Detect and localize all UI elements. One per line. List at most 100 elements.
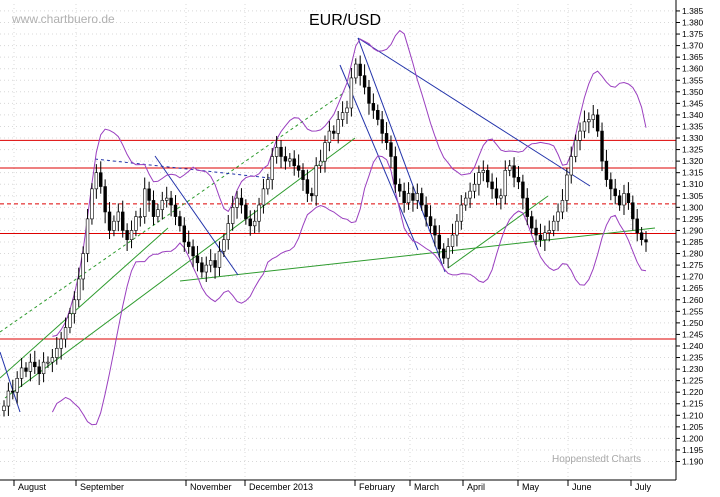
price-bar-body bbox=[217, 250, 222, 268]
price-bar-body bbox=[485, 170, 490, 183]
price-bar-body bbox=[160, 200, 165, 210]
y-tick-label: 1.195 bbox=[682, 445, 704, 455]
price-bar-body bbox=[420, 193, 424, 206]
price-bar-body bbox=[587, 119, 591, 123]
price-bar-body bbox=[164, 197, 169, 201]
price-bar-body bbox=[503, 170, 507, 197]
price-bar-body bbox=[507, 165, 512, 171]
price-bar-body bbox=[63, 327, 68, 340]
price-bar-body bbox=[578, 130, 582, 141]
price-bar-body bbox=[455, 220, 459, 236]
price-bar-body bbox=[28, 361, 33, 372]
price-bar-body bbox=[11, 390, 15, 393]
price-bar-body bbox=[525, 197, 529, 217]
y-tick-label: 1.345 bbox=[682, 98, 704, 108]
price-bar-body bbox=[428, 216, 433, 227]
price-bar-body bbox=[248, 218, 252, 227]
x-tick-label: July bbox=[635, 482, 652, 492]
price-bar-body bbox=[617, 195, 622, 206]
price-bar-body bbox=[609, 179, 613, 190]
price-bar-body bbox=[274, 146, 279, 157]
price-bar-body bbox=[68, 313, 72, 328]
price-bar-body bbox=[538, 234, 543, 240]
price-bar-body bbox=[173, 204, 178, 217]
price-bar-body bbox=[477, 172, 481, 185]
price-bar-body bbox=[266, 179, 270, 190]
price-bar-body bbox=[389, 142, 393, 157]
y-tick-label: 1.295 bbox=[682, 214, 704, 224]
price-bar-body bbox=[283, 156, 288, 162]
y-tick-label: 1.275 bbox=[682, 260, 704, 270]
price-bar-body bbox=[305, 179, 310, 194]
y-tick-label: 1.260 bbox=[682, 295, 704, 305]
y-tick-label: 1.305 bbox=[682, 191, 704, 201]
price-bar-body bbox=[380, 119, 384, 134]
price-bar-body bbox=[125, 230, 129, 240]
price-bar-body bbox=[591, 114, 595, 120]
y-tick-label: 1.320 bbox=[682, 156, 704, 166]
price-bar-body bbox=[310, 193, 314, 197]
price-bar-body bbox=[121, 211, 125, 231]
chart-title: EUR/USD bbox=[309, 12, 381, 29]
trendline-blue bbox=[357, 37, 591, 187]
price-bar-body bbox=[613, 188, 617, 197]
price-bar-body bbox=[376, 109, 380, 120]
price-bar-body bbox=[459, 204, 464, 222]
price-bar-body bbox=[415, 193, 420, 201]
bollinger-lower-band bbox=[51, 155, 647, 426]
y-tick-label: 1.215 bbox=[682, 399, 704, 409]
price-bar-body bbox=[24, 367, 28, 372]
price-bar-body bbox=[257, 204, 261, 222]
price-bar-body bbox=[318, 160, 323, 167]
y-tick-label: 1.290 bbox=[682, 225, 704, 235]
price-bar-body bbox=[402, 190, 406, 204]
x-tick-label: April bbox=[467, 482, 485, 492]
price-bar-body bbox=[327, 130, 332, 143]
bollinger-upper-band bbox=[52, 29, 647, 337]
x-tick-label: November bbox=[190, 482, 232, 492]
price-bar-body bbox=[296, 165, 301, 171]
y-tick-label: 1.355 bbox=[682, 75, 704, 85]
price-bars bbox=[2, 55, 648, 417]
price-bar-body bbox=[99, 172, 103, 187]
x-tick-labels: August September November December 2013 Febr… bbox=[18, 482, 652, 492]
y-tick-label: 1.300 bbox=[682, 202, 704, 212]
price-bar-body bbox=[186, 241, 191, 247]
price-bar-body bbox=[239, 197, 244, 206]
y-tick-label: 1.340 bbox=[682, 110, 704, 120]
axes bbox=[0, 0, 677, 481]
price-bar-body bbox=[244, 204, 248, 220]
price-bar-body bbox=[301, 170, 305, 180]
price-bar-body bbox=[19, 367, 24, 379]
price-bar-body bbox=[631, 202, 635, 220]
price-bar-body bbox=[191, 246, 195, 257]
price-bar-body bbox=[182, 225, 186, 243]
price-bar-body bbox=[529, 216, 534, 229]
price-bar-body bbox=[481, 170, 486, 173]
price-bar-body bbox=[551, 220, 556, 231]
price-bar-body bbox=[103, 186, 107, 213]
price-bar-body bbox=[2, 405, 6, 411]
price-bar-body bbox=[90, 188, 94, 220]
price-bar-body bbox=[521, 181, 525, 199]
x-tick-label: May bbox=[522, 482, 540, 492]
trendline-blue bbox=[0, 351, 21, 413]
price-bar-body bbox=[151, 200, 156, 217]
price-bar-body bbox=[349, 77, 354, 109]
price-bar-body bbox=[358, 63, 362, 76]
price-bar-body bbox=[472, 183, 477, 192]
price-bar-body bbox=[77, 278, 81, 301]
price-bar-body bbox=[112, 220, 116, 231]
price-bar-body bbox=[468, 190, 472, 199]
price-bar-body bbox=[81, 253, 85, 280]
price-bar-body bbox=[33, 361, 37, 368]
price-bar-body bbox=[547, 230, 551, 234]
price-bar-body bbox=[279, 146, 283, 157]
price-bar-body bbox=[59, 338, 63, 349]
price-bar-body bbox=[336, 119, 340, 134]
price-bar-body bbox=[512, 165, 516, 178]
price-bar-body bbox=[573, 140, 578, 157]
price-bar-body bbox=[270, 156, 274, 180]
price-bar-body bbox=[398, 183, 402, 192]
